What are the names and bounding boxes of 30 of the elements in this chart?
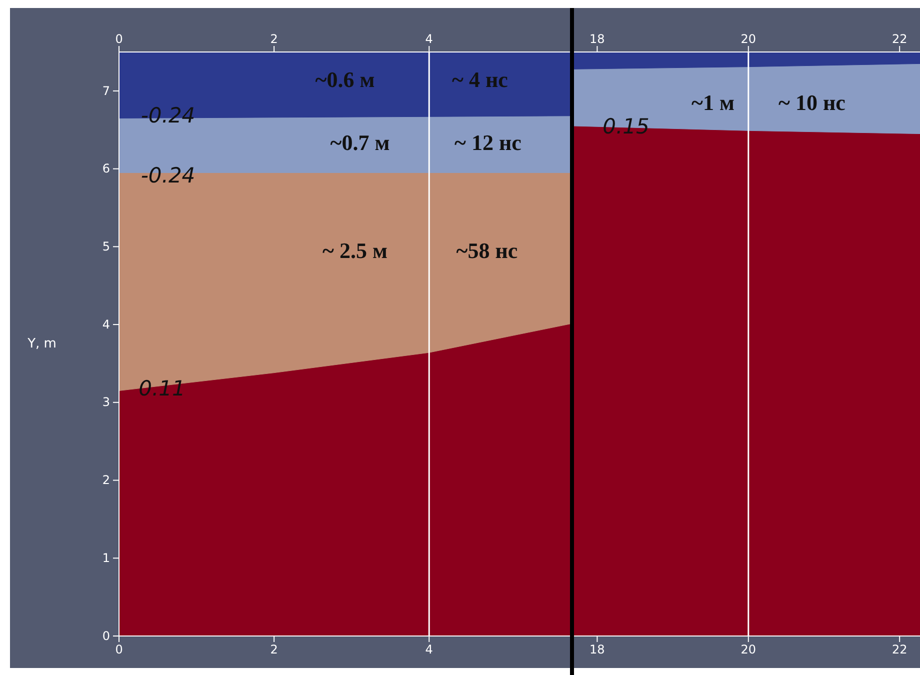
x-tick-label: 2	[270, 32, 278, 46]
x-tick-label: 0	[115, 32, 123, 46]
annotation: ~0.6 м	[315, 67, 375, 92]
annotation: -0.24	[140, 164, 196, 188]
annotation: ~0.7 м	[330, 130, 390, 156]
x-tick-label: 22	[892, 32, 908, 46]
x-tick-label: 18	[590, 32, 605, 46]
x2-tick-label: 0	[115, 642, 123, 657]
x2-tick-label: 4	[425, 642, 433, 657]
x2-tick-label: 2	[270, 642, 278, 657]
annotation: ~ 10 нс	[778, 90, 846, 116]
annotation: ~ 12 нс	[454, 130, 522, 156]
annotation: ~ 2.5 м	[322, 238, 388, 264]
annotation: ~58 нс	[456, 238, 518, 264]
y-tick-label: 5	[102, 240, 110, 254]
x-tick-label: 20	[740, 32, 756, 46]
annotation: ~ 4 нс	[452, 67, 508, 92]
annotation: ~1 м	[692, 90, 734, 116]
y-tick-label: 4	[102, 317, 110, 332]
x-tick-label: 4	[425, 32, 433, 46]
y-tick-label: 1	[102, 550, 110, 565]
y-tick-label: 2	[102, 473, 110, 488]
y-tick-label: 7	[102, 84, 110, 98]
y-tick-label: 0	[102, 628, 110, 643]
y-axis-title: Y, m	[26, 336, 56, 352]
x2-tick-label: 20	[740, 642, 756, 657]
x2-tick-label: 22	[892, 642, 908, 657]
x2-tick-label: 18	[590, 642, 605, 657]
y-tick-label: 6	[102, 162, 110, 176]
y-tick-label: 3	[102, 395, 110, 410]
